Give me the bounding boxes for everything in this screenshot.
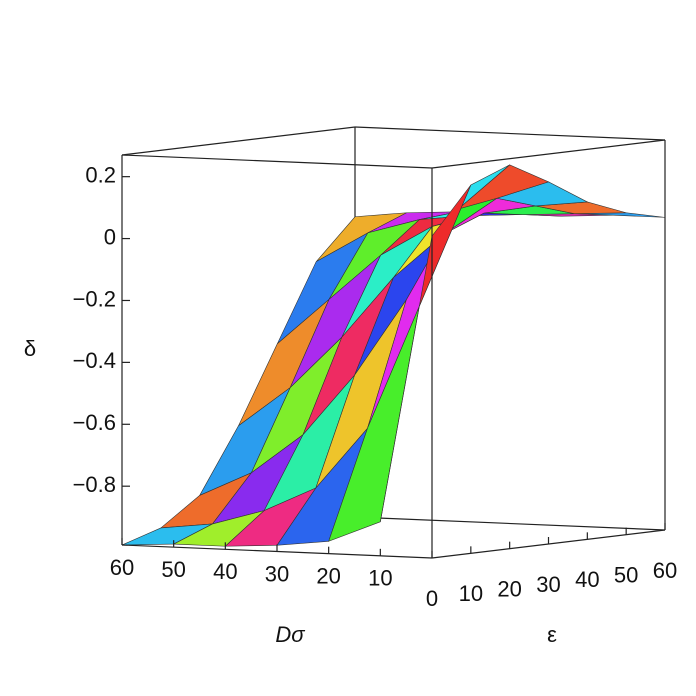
y-tick-label: 50 [614,562,638,587]
x-tick-label: 60 [110,555,134,580]
box-edge [354,126,666,141]
box-edge [354,516,666,531]
z-axis-label: δ [24,336,36,361]
x-tick-label: 50 [161,557,185,582]
box-edge [121,154,433,169]
y-tick-label: 10 [459,581,483,606]
x-tick-label: 30 [265,561,289,586]
z-tick-label: 0 [104,224,116,249]
x-axis-label: Dσ [275,622,305,647]
y-tick-label: 20 [497,576,521,601]
x-tick-label: 20 [316,563,340,588]
box-edge [431,139,666,169]
y-axis-label: ε [547,622,557,647]
box-edge [121,126,356,156]
z-tick-label: 0.2 [85,162,116,187]
z-tick-label: −0.2 [73,286,116,311]
y-tick-label: 0 [426,586,438,611]
y-tick-label: 60 [653,558,677,583]
z-tick-label: −0.8 [73,472,116,497]
y-tick-label: 40 [575,567,599,592]
x-tick-label: 40 [213,559,237,584]
box-front: 0.2 0 −0.2 −0.4 −0.6 −0.8 10 20 30 40 50 60 0 10 20 30 4… [73,139,677,611]
y-tick-label: 30 [536,572,560,597]
z-tick-label: −0.6 [73,410,116,435]
x-tick-label: 10 [368,566,392,591]
z-tick-label: −0.4 [73,348,116,373]
surface [121,164,666,547]
surface-patch [380,184,472,522]
